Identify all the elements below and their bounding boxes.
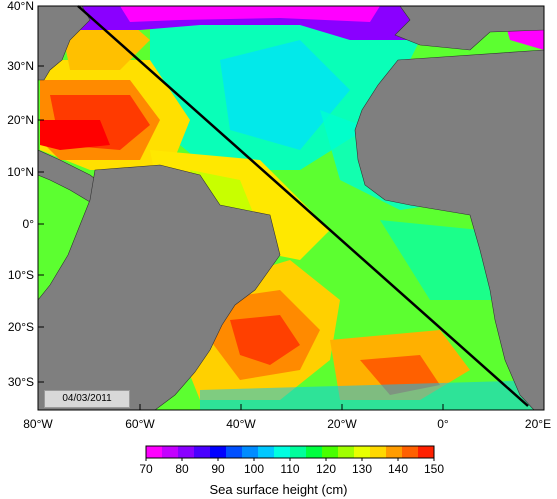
colorbar-swatch	[146, 446, 163, 458]
colorbar-swatch	[418, 446, 435, 458]
colorbar-swatch	[178, 446, 195, 458]
south-america-land	[38, 164, 281, 410]
colorbar-swatch	[338, 446, 355, 458]
colorbar-swatch	[306, 446, 323, 458]
colorbar-tick-label: 130	[352, 462, 372, 476]
colorbar-swatch	[162, 446, 179, 458]
lat-label: 30°N	[7, 59, 34, 73]
colorbar-tick-label: 80	[175, 462, 189, 476]
lat-label: 40°N	[7, 0, 34, 13]
colorbar-tick-label: 120	[316, 462, 336, 476]
latitude-labels: 40°N 30°N 20°N 10°N 0° 10°S 20°S 30°S	[7, 0, 34, 389]
lat-label: 10°S	[8, 268, 34, 282]
lat-label: 0°	[23, 217, 35, 231]
date-stamp: 04/03/2011	[44, 390, 130, 408]
colorbar-tick-labels: 70 80 90 100 110 120 130 140 150	[139, 458, 444, 476]
lon-label: 80°W	[23, 417, 53, 431]
lat-label: 20°S	[8, 320, 34, 334]
transect-line	[77, 5, 529, 407]
colorbar-swatch	[370, 446, 387, 458]
lon-label: 0°	[437, 417, 449, 431]
colorbar-tick-label: 70	[139, 462, 153, 476]
africa-land	[354, 49, 544, 410]
colorbar-swatch	[402, 446, 419, 458]
colorbar-tick-label: 140	[388, 462, 408, 476]
land	[38, 6, 544, 410]
lon-label: 40°W	[226, 417, 256, 431]
colorbar-swatch	[274, 446, 291, 458]
colorbar-tick-label: 110	[280, 462, 299, 476]
colorbar-swatch	[242, 446, 259, 458]
colorbar-tick-label: 90	[211, 462, 225, 476]
lon-label: 20°W	[327, 417, 357, 431]
colorbar-swatch	[354, 446, 371, 458]
longitude-labels: 80°W 60°W 40°W 20°W 0° 20°E	[23, 417, 551, 431]
colorbar-title: Sea surface height (cm)	[209, 482, 348, 497]
lat-label: 30°S	[8, 375, 34, 389]
colorbar-swatch	[194, 446, 211, 458]
europe-land	[394, 6, 544, 51]
lat-label: 10°N	[7, 165, 34, 179]
colorbar-tick-label: 150	[424, 462, 444, 476]
colorbar-tick-label: 100	[244, 462, 264, 476]
colorbar-swatch	[322, 446, 339, 458]
map-frame	[37, 5, 545, 411]
colorbar-swatch	[210, 446, 227, 458]
lon-label: 60°W	[125, 417, 155, 431]
lon-label: 20°E	[525, 417, 551, 431]
axis-ticks	[37, 5, 545, 410]
colorbar-swatch	[258, 446, 275, 458]
lat-label: 20°N	[7, 113, 34, 127]
colorbar-swatch	[290, 446, 307, 458]
colorbar-swatch	[386, 446, 403, 458]
colorbar-swatch	[226, 446, 243, 458]
colorbar	[146, 446, 435, 458]
